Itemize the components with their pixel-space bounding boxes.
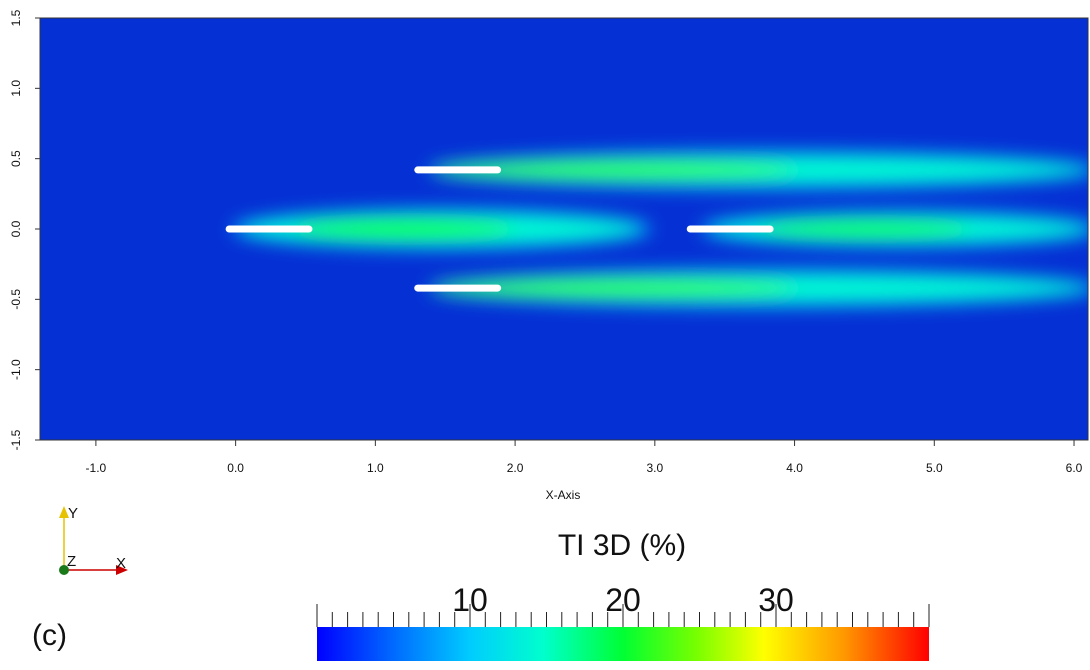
wake-2: [428, 151, 1088, 189]
y-tick-label: -1.5: [9, 429, 23, 450]
colorbar-tick-label: 10: [452, 582, 488, 618]
triad-z-label: Z: [67, 553, 76, 570]
x-tick-label: 2.0: [507, 461, 524, 475]
y-tick-label: 0.0: [9, 220, 23, 237]
wake-4: [700, 211, 1088, 247]
turbine-layer: [225, 166, 774, 292]
x-tick-label: 1.0: [367, 461, 384, 475]
colorbar-title: TI 3D (%): [558, 529, 686, 562]
z-axis-dot: [59, 565, 69, 575]
x-tick-label: -1.0: [86, 461, 107, 475]
wake-core: [430, 161, 795, 179]
x-arrow-head: [116, 565, 128, 575]
x-tick-label: 3.0: [646, 461, 663, 475]
turbine-1: [225, 225, 313, 233]
x-axis-title: X-Axis: [546, 488, 581, 502]
y-arrow-head: [59, 506, 69, 518]
x-tick-label: 0.0: [227, 461, 244, 475]
y-axis: -1.5 -1.0 -0.5 0.0 0.5 1.0 1.5: [9, 9, 40, 450]
x-axis: -1.0 0.0 1.0 2.0 3.0 4.0 5.0 6.0: [86, 440, 1083, 475]
orientation-triad: Y Z X: [59, 505, 128, 575]
wake-core: [758, 220, 971, 238]
x-tick-label: 4.0: [786, 461, 803, 475]
turbine-2: [414, 166, 502, 174]
triad-y-label: Y: [68, 505, 78, 522]
colorbar: [317, 627, 929, 661]
turbine-4: [686, 225, 774, 233]
turbine-3: [414, 284, 502, 292]
y-tick-label: 0.5: [9, 150, 23, 167]
wake-3: [428, 269, 1088, 307]
y-tick-label: -1.0: [9, 359, 23, 380]
wake-core: [291, 219, 515, 239]
field-layer: [232, 151, 1088, 307]
colorbar-ticks: 10 20 30: [316, 582, 930, 627]
y-tick-label: 1.5: [9, 9, 23, 26]
triad-x-label: X: [116, 555, 126, 572]
y-tick-label: 1.0: [9, 80, 23, 97]
panel-label: (c): [32, 619, 67, 652]
colorbar-tick-label: 20: [605, 582, 641, 618]
x-tick-label: 5.0: [926, 461, 943, 475]
y-tick-label: -0.5: [9, 289, 23, 310]
colorbar-tick-label: 30: [758, 582, 794, 618]
wake-core: [430, 279, 795, 297]
x-tick-label: 6.0: [1066, 461, 1083, 475]
wake-1: [232, 208, 651, 250]
